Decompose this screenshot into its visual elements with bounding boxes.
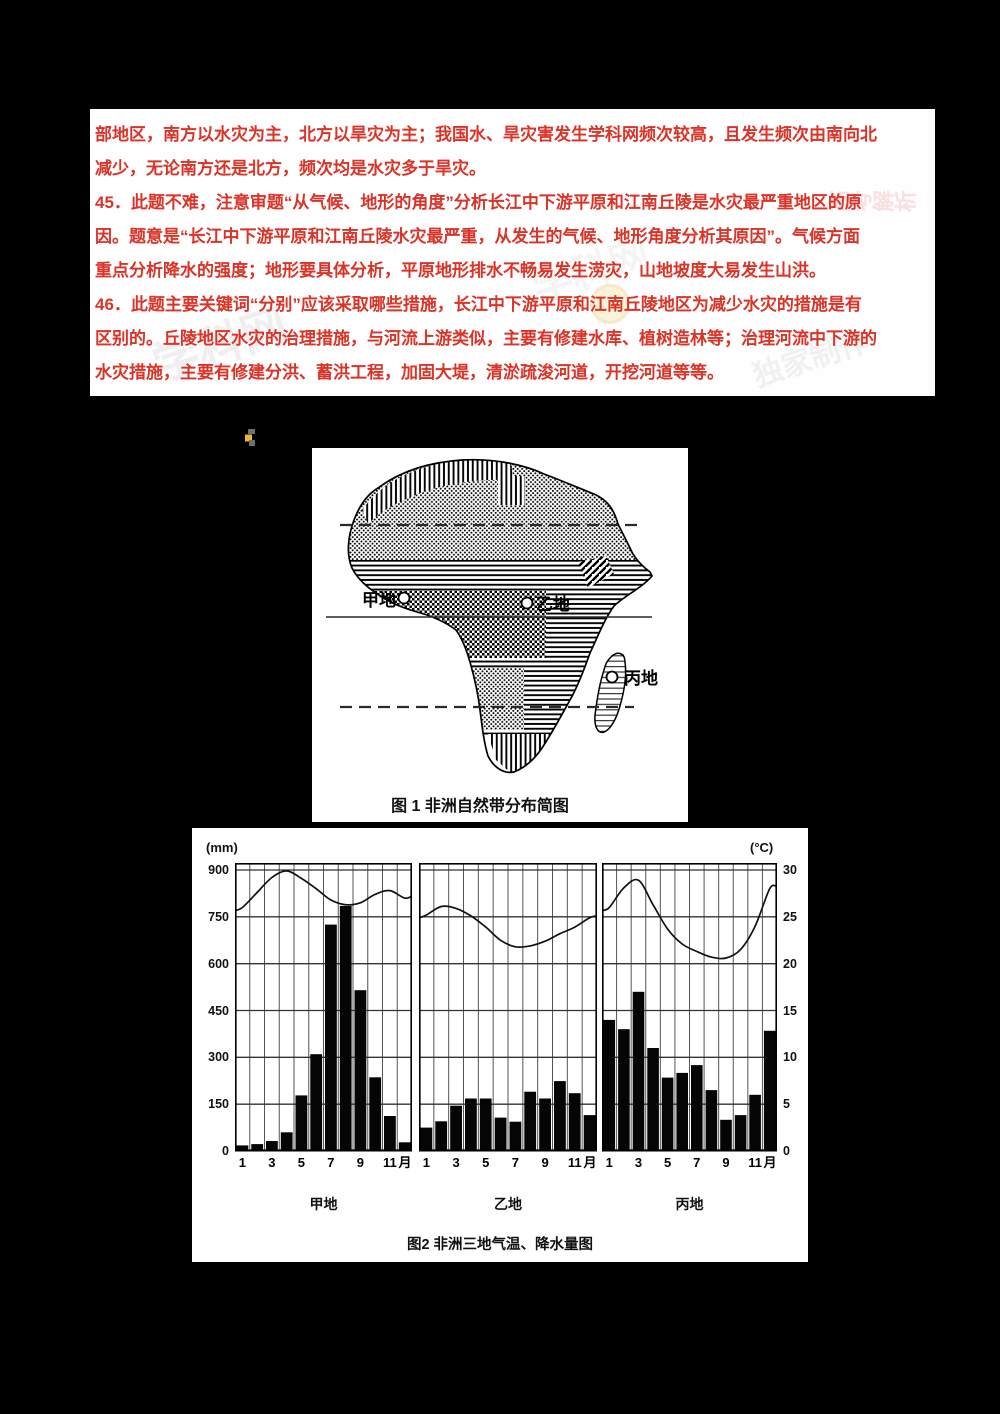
zone-mediterranean <box>362 459 514 524</box>
natural-zones <box>348 459 652 773</box>
answer-line: 区别的。丘陵地区水灾的治理措施，与河流上游类似，主要有修建水库、植树造林等；治理… <box>95 329 877 348</box>
axis-tick: 10 <box>783 1050 797 1065</box>
climate-panel-bing: 1 3 5 7 9 11 月 <box>602 863 777 1169</box>
climate-panel-yi: 1 3 5 7 9 11 月 <box>419 863 597 1169</box>
answer-line: 45．此题不难，注意审题“从气候、地形的角度”分析长江中下游平原和江南丘陵是水灾… <box>95 193 862 212</box>
axis-tick: 900 <box>208 863 229 877</box>
africa-outline <box>347 458 654 774</box>
axis-tick: 0 <box>222 1144 229 1158</box>
temperature-curve <box>235 870 412 912</box>
month-tick: 3 <box>452 1155 459 1169</box>
axis-tick: 5 <box>783 1097 790 1112</box>
month-tick: 5 <box>298 1155 305 1169</box>
month-tick: 7 <box>512 1155 519 1169</box>
zone-mediterranean-east <box>498 476 525 505</box>
axis-tick: 600 <box>208 956 229 971</box>
axis-tick: 150 <box>208 1097 229 1112</box>
temperature-curve <box>419 905 597 949</box>
figure1-caption: 图 1 非洲自然带分布简图 <box>391 798 569 815</box>
location-label-yi: 乙地 <box>536 594 570 614</box>
zone-desert-southwest <box>448 668 524 730</box>
location-marker-yi <box>520 596 534 610</box>
axis-tick: 15 <box>783 1003 797 1018</box>
africa-map-svg: 甲地 乙地 丙地 <box>326 458 658 774</box>
axis-tick: 30 <box>783 863 797 877</box>
zone-mediterranean-south <box>488 734 550 773</box>
month-tick: 1 <box>239 1155 246 1169</box>
answer-line: 因。题意是“长江中下游平原和江南丘陵水灾最严重，从发生的气候、地形角度分析其原因… <box>95 227 860 246</box>
month-tick: 月 <box>582 1155 596 1169</box>
axis-tick: 300 <box>208 1050 229 1065</box>
panel-label-bing: 丙地 <box>675 1196 704 1212</box>
africa-map-figure: 甲地 乙地 丙地 图 1 非洲自然带分布简图 <box>312 448 688 822</box>
axis-tick: 0 <box>783 1144 790 1158</box>
panel-label-yi: 乙地 <box>494 1196 522 1212</box>
location-marker-bing <box>605 670 619 684</box>
month-tick: 7 <box>693 1155 700 1169</box>
month-tick: 3 <box>635 1155 642 1169</box>
month-tick: 1 <box>606 1155 613 1169</box>
answer-line: 部地区，南方以水灾为主，北方以旱灾为主；我国水、旱灾害发生学科网频次较高，且发生… <box>95 125 877 144</box>
axis-tick: 25 <box>783 909 797 924</box>
precip-axis-unit: (mm) <box>206 840 238 855</box>
month-tick: 9 <box>722 1155 729 1169</box>
month-tick: 11 <box>568 1155 582 1169</box>
axis-tick: 20 <box>783 956 797 971</box>
figure2-caption: 图2 非洲三地气温、降水量图 <box>406 1237 594 1253</box>
month-tick: 3 <box>268 1155 275 1169</box>
answer-text-panel: 学科网 学科网 高考解析 独家制作 部地区，南方以水灾为主，北方以旱灾为主；我国… <box>90 109 935 396</box>
answer-line: 减少，无论南方还是北方，频次均是水灾多于旱灾。 <box>95 159 486 178</box>
location-label-bing: 丙地 <box>624 668 658 688</box>
climate-charts-figure: (mm) (°C) 1 3 5 7 9 11 月 1 3 5 7 9 11 月 1 3 5 7 9 11 月 甲地 … <box>192 828 808 1262</box>
madagascar-island <box>594 652 627 734</box>
month-tick: 9 <box>357 1155 364 1169</box>
month-tick: 9 <box>541 1155 548 1169</box>
location-marker-jia <box>397 591 411 605</box>
climate-panel-jia: 1 3 5 7 9 11 月 <box>235 863 412 1169</box>
site-logo-icon <box>245 429 257 446</box>
temperature-curve <box>602 878 777 960</box>
temp-axis-unit: (°C) <box>750 840 774 855</box>
location-label-jia: 甲地 <box>362 590 396 610</box>
answer-lines: 部地区，南方以水灾为主，北方以旱灾为主；我国水、旱灾害发生学科网频次较高，且发生… <box>90 109 935 390</box>
month-tick: 7 <box>327 1155 334 1169</box>
zone-highland <box>578 556 614 588</box>
zone-rainforest <box>368 590 546 658</box>
month-tick: 月 <box>397 1155 411 1169</box>
month-tick: 5 <box>664 1155 671 1169</box>
month-tick: 11 <box>748 1155 762 1169</box>
panel-label-jia: 甲地 <box>309 1196 338 1212</box>
answer-line: 46．此题主要关键词“分别”应该采取哪些措施，长江中下游平原和江南丘陵地区为减少… <box>95 295 862 314</box>
month-tick: 11 <box>383 1155 397 1169</box>
axis-tick: 450 <box>208 1003 229 1018</box>
answer-line: 重点分析降水的强度；地形要具体分析，平原地形排水不畅易发生涝灾，山地坡度大易发生… <box>95 261 826 280</box>
month-tick: 月 <box>762 1155 776 1169</box>
axis-tick: 750 <box>208 909 229 924</box>
month-tick: 1 <box>423 1155 430 1169</box>
watermark-logo-icon <box>590 284 630 324</box>
answer-line: 水灾措施，主要有修建分洪、蓄洪工程，加固大堤，清淤疏浚河道，开挖河道等等。 <box>95 363 724 382</box>
month-tick: 5 <box>482 1155 489 1169</box>
